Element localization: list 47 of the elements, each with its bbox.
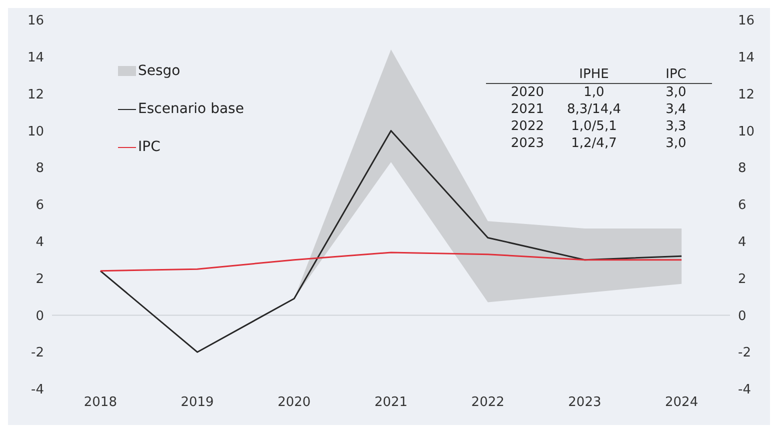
line-series [100,252,682,272]
y-tick-label: 6 [36,198,44,214]
annotation: 3,0 [664,84,688,101]
x-tick-label: 2022 [471,395,504,410]
y2-tick-label: 4 [738,235,746,250]
x-tick-label: 2018 [84,395,117,410]
y-tick-label: 2 [36,272,44,287]
y-tick-label: 10 [27,124,44,140]
annotation: 3,0 [664,135,688,152]
y2-tick-label: 12 [738,87,755,102]
legend-label: IPC [138,139,160,155]
x-tick-label: 2019 [180,395,214,410]
x-tick-label: 2023 [568,395,602,410]
y2-tick-label: 6 [738,198,746,214]
y2-tick-label: 14 [738,50,755,66]
annotation: Sesgo [138,63,180,79]
y2-tick-label: -2 [738,346,751,361]
annotation: 2020 [510,84,545,101]
annotation: 1,2/4,7 [570,135,618,152]
y2-tick-label: 8 [738,161,746,176]
annotation: 3,3 [664,118,688,135]
y2-tick-label: 16 [738,14,755,29]
y-tick-label: -4 [31,382,44,398]
y-tick-label: 0 [36,308,44,324]
y-tick-label: 16 [27,14,44,29]
annotation: 2022 [510,118,545,135]
annotation: IPC [664,66,688,83]
annotation: 3,4 [664,101,688,118]
legend-label: Escenario base [138,101,244,117]
y2-tick-label: 2 [738,272,746,287]
y2-tick-label: -4 [738,382,751,398]
x-tick-label: 2020 [278,395,311,410]
annotation: 8,3/14,4 [566,101,622,118]
x-tick-label: 2021 [374,395,408,410]
annotation: 1,0/5,1 [570,118,618,135]
y-tick-label: 14 [27,50,44,66]
y2-tick-label: 10 [738,124,755,140]
annotation: 2023 [510,135,545,152]
annotation: 2021 [510,101,545,118]
annotation: IPHE [578,66,610,83]
y-tick-label: 12 [27,87,44,102]
annotation: 1,0 [582,84,606,101]
x-tick-label: 2024 [665,395,698,410]
y-tick-label: 8 [36,161,44,176]
y2-tick-label: 0 [738,308,746,324]
y-tick-label: -2 [31,346,44,361]
y-tick-label: 4 [36,235,44,250]
